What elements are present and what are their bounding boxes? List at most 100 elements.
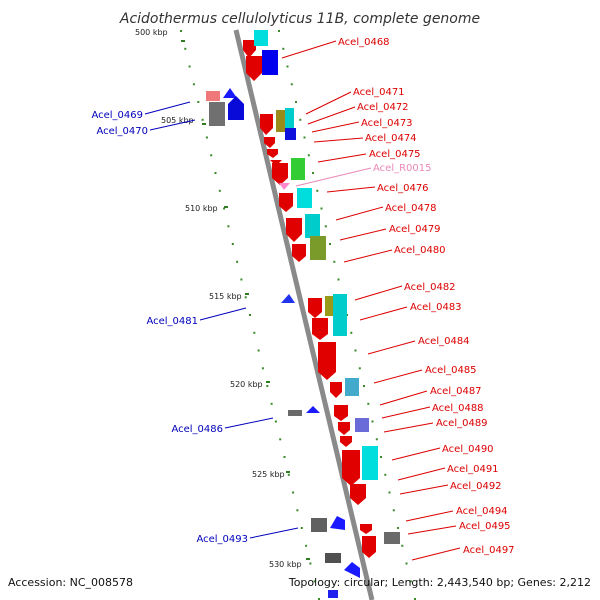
- gene-feature[interactable]: [285, 108, 294, 134]
- gene-label[interactable]: Acel_0490: [442, 444, 494, 455]
- gene-label-group[interactable]: Acel_0469: [91, 101, 191, 121]
- gene-feature[interactable]: [264, 137, 275, 148]
- gene-feature[interactable]: [362, 536, 376, 558]
- gene-label-group[interactable]: Acel_0495: [407, 521, 511, 535]
- gene-label-group[interactable]: Acel_0485: [373, 365, 477, 384]
- gene-feature[interactable]: [362, 446, 378, 480]
- gene-feature[interactable]: [345, 378, 359, 396]
- gene-feature[interactable]: [254, 30, 268, 46]
- gene-label[interactable]: Acel_0495: [459, 521, 511, 532]
- gene-feature[interactable]: [206, 91, 220, 101]
- gene-label-group[interactable]: Acel_0491: [397, 464, 499, 481]
- gene-feature[interactable]: [325, 296, 333, 316]
- gene-feature[interactable]: [272, 163, 288, 185]
- gene-label[interactable]: Acel_R0015: [373, 163, 432, 174]
- gene-label-group[interactable]: Acel_0475: [317, 149, 421, 163]
- gene-feature[interactable]: [308, 298, 322, 318]
- gene-feature[interactable]: [246, 56, 262, 81]
- gene-label[interactable]: Acel_0482: [404, 282, 456, 293]
- gene-label[interactable]: Acel_0487: [430, 386, 482, 397]
- gene-feature[interactable]: [338, 422, 350, 435]
- gene-label[interactable]: Acel_0485: [425, 365, 477, 376]
- gene-feature[interactable]: [267, 149, 278, 158]
- gene-feature[interactable]: [384, 532, 400, 544]
- gene-label-group[interactable]: Acel_0473: [311, 118, 413, 133]
- gene-label-group[interactable]: Acel_R0015: [295, 163, 432, 187]
- gene-feature[interactable]: [292, 244, 306, 262]
- gene-label-group[interactable]: Acel_0472: [307, 102, 409, 125]
- gene-feature[interactable]: [325, 553, 341, 563]
- gene-label-group[interactable]: Acel_0468: [281, 37, 390, 59]
- gene-feature[interactable]: [285, 128, 296, 140]
- gene-label[interactable]: Acel_0475: [369, 149, 421, 160]
- gene-feature[interactable]: [312, 318, 328, 340]
- gene-label[interactable]: Acel_0481: [146, 316, 198, 327]
- gene-feature[interactable]: [355, 418, 369, 432]
- gene-feature[interactable]: [281, 294, 295, 303]
- gene-label[interactable]: Acel_0486: [171, 424, 223, 435]
- gene-feature[interactable]: [228, 96, 244, 120]
- gene-feature[interactable]: [350, 484, 366, 505]
- gene-label-group[interactable]: Acel_0474: [313, 133, 417, 144]
- gene-label-group[interactable]: Acel_0479: [339, 224, 441, 241]
- gene-feature[interactable]: [291, 158, 305, 180]
- gene-feature[interactable]: [344, 562, 360, 578]
- gene-feature[interactable]: [334, 405, 348, 421]
- gene-label[interactable]: Acel_0493: [196, 534, 248, 545]
- gene-label-group[interactable]: Acel_0476: [326, 183, 429, 194]
- gene-feature[interactable]: [297, 188, 312, 208]
- gene-label[interactable]: Acel_0473: [361, 118, 413, 129]
- gene-label[interactable]: Acel_0471: [353, 87, 405, 98]
- gene-label[interactable]: Acel_0476: [377, 183, 429, 194]
- gene-label[interactable]: Acel_0492: [450, 481, 502, 492]
- gene-label[interactable]: Acel_0489: [436, 418, 488, 429]
- gene-feature[interactable]: [260, 114, 273, 135]
- gene-label-group[interactable]: Acel_0470: [96, 119, 196, 137]
- gene-label[interactable]: Acel_0469: [91, 110, 143, 121]
- gene-label[interactable]: Acel_0480: [394, 245, 446, 256]
- gene-feature[interactable]: [310, 236, 326, 260]
- gene-feature[interactable]: [276, 110, 285, 132]
- gene-label[interactable]: Acel_0483: [410, 302, 462, 313]
- gene-label-group[interactable]: Acel_0483: [359, 302, 462, 321]
- gene-label-group[interactable]: Acel_0481: [146, 307, 247, 327]
- gene-label[interactable]: Acel_0497: [463, 545, 515, 556]
- gene-feature[interactable]: [209, 102, 225, 126]
- gene-label[interactable]: Acel_0494: [456, 506, 508, 517]
- gene-label-group[interactable]: Acel_0480: [343, 245, 446, 263]
- gene-label-group[interactable]: Acel_0487: [379, 386, 482, 406]
- gene-label[interactable]: Acel_0484: [418, 336, 470, 347]
- gene-label[interactable]: Acel_0472: [357, 102, 409, 113]
- gene-feature[interactable]: [340, 436, 352, 447]
- gene-feature[interactable]: [318, 342, 336, 380]
- gene-label-group[interactable]: Acel_0497: [411, 545, 515, 561]
- gene-label-group[interactable]: Acel_0490: [391, 444, 494, 461]
- gene-feature[interactable]: [360, 524, 372, 534]
- gene-feature[interactable]: [306, 406, 320, 413]
- gene-feature[interactable]: [330, 382, 342, 398]
- gene-feature[interactable]: [328, 590, 338, 598]
- gene-feature[interactable]: [288, 410, 302, 416]
- gene-feature[interactable]: [279, 193, 293, 212]
- gene-feature[interactable]: [286, 218, 302, 242]
- gene-feature[interactable]: [223, 88, 237, 98]
- gene-feature[interactable]: [342, 450, 360, 486]
- gene-feature[interactable]: [262, 50, 278, 75]
- gene-feature[interactable]: [333, 294, 347, 336]
- gene-label[interactable]: Acel_0488: [432, 403, 484, 414]
- gene-label-group[interactable]: Acel_0489: [383, 418, 488, 433]
- gene-feature[interactable]: [305, 214, 320, 238]
- gene-label-group[interactable]: Acel_0471: [305, 87, 405, 115]
- gene-label-group[interactable]: Acel_0486: [171, 417, 274, 435]
- gene-feature[interactable]: [279, 183, 290, 190]
- gene-label-group[interactable]: Acel_0492: [399, 481, 502, 495]
- gene-label-group[interactable]: Acel_0478: [335, 203, 437, 221]
- gene-label-group[interactable]: Acel_0488: [381, 403, 484, 419]
- gene-feature[interactable]: [243, 40, 256, 58]
- gene-label[interactable]: Acel_0479: [389, 224, 441, 235]
- gene-label[interactable]: Acel_0474: [365, 133, 417, 144]
- gene-label-group[interactable]: Acel_0484: [367, 336, 470, 355]
- gene-label-group[interactable]: Acel_0482: [354, 282, 456, 301]
- gene-label[interactable]: Acel_0470: [96, 126, 148, 137]
- gene-label[interactable]: Acel_0491: [447, 464, 499, 475]
